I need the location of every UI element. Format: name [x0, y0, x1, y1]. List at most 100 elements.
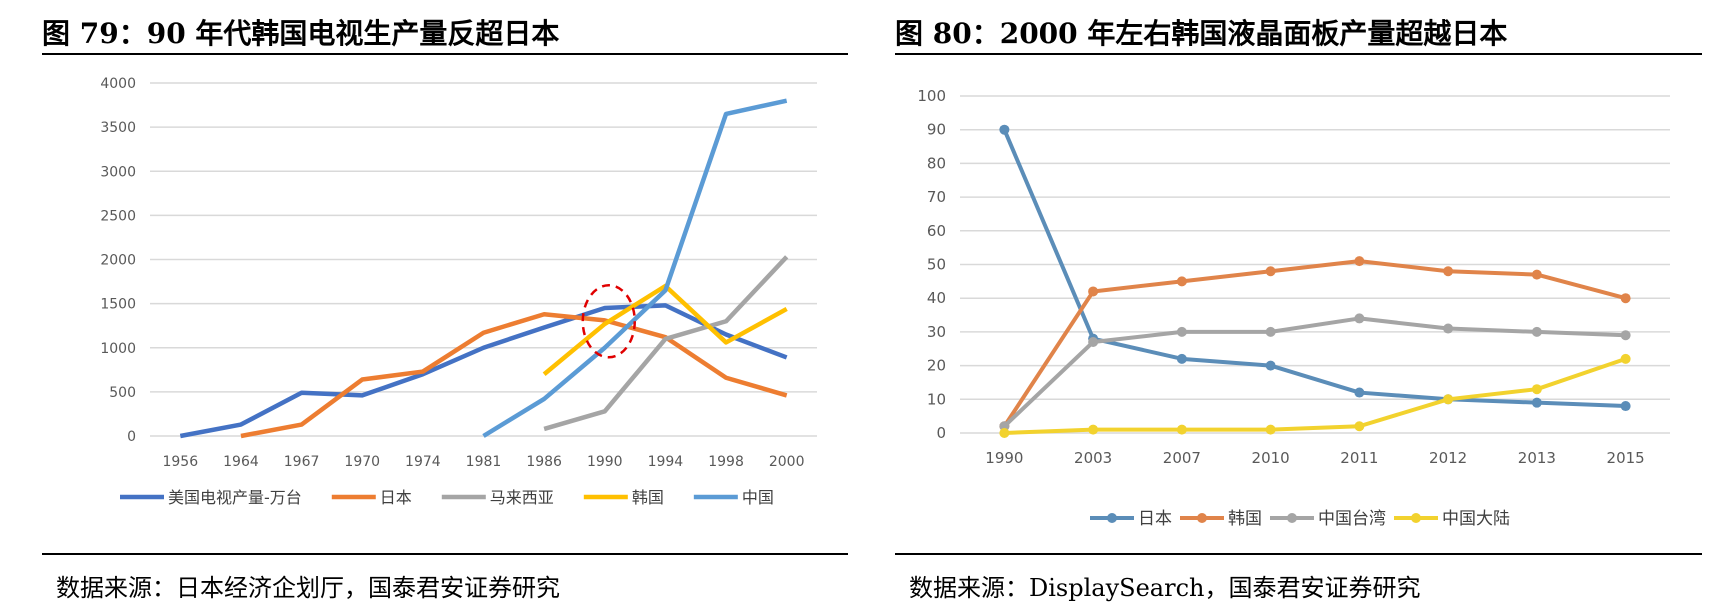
legend-label: 中国 [742, 488, 774, 507]
data-point [1531, 397, 1542, 408]
x-tick-label: 2015 [1607, 449, 1645, 467]
annotation-circle [581, 284, 637, 359]
y-tick-label: 80 [927, 154, 946, 172]
legend-label: 中国大陆 [1442, 509, 1510, 529]
legend-label: 美国电视产量-万台 [168, 488, 302, 507]
data-point [1265, 424, 1276, 435]
data-point [1265, 326, 1276, 337]
data-point [999, 124, 1010, 135]
legend-marker [1197, 513, 1207, 523]
data-point [1620, 401, 1631, 412]
y-tick-label: 3500 [100, 120, 136, 136]
data-point [1531, 269, 1542, 280]
y-tick-label: 0 [127, 429, 136, 445]
y-tick-label: 90 [927, 121, 946, 139]
source-note: 数据来源：日本经济企划厅，国泰君安证券研究 [56, 574, 560, 602]
x-tick-label: 1994 [648, 454, 684, 470]
chart-title: 图 79：90 年代韩国电视生产量反超日本 [42, 17, 560, 50]
y-tick-label: 100 [917, 87, 946, 105]
series-line [1004, 356, 1627, 435]
chart-80: 0 10 20 30 40 50 60 70 80 90 100 1990 2003 2007 2010 20… [917, 87, 1670, 529]
y-tick-label: 40 [927, 289, 946, 307]
divider [42, 553, 848, 555]
data-point [1088, 286, 1099, 297]
x-tick-label: 1981 [466, 454, 502, 470]
y-tick-label: 0 [936, 424, 946, 442]
data-point [1531, 326, 1542, 337]
y-tick-label: 1500 [100, 297, 136, 313]
x-tick-label: 1986 [526, 454, 562, 470]
legend-label: 马来西亚 [490, 488, 554, 507]
divider [895, 53, 1702, 55]
divider [42, 53, 848, 55]
y-tick-label: 3000 [100, 164, 136, 180]
data-point [1620, 293, 1631, 304]
x-tick-label: 2011 [1340, 449, 1378, 467]
legend-marker [1107, 513, 1117, 523]
series-line [543, 255, 789, 432]
x-tick-label: 2003 [1074, 449, 1112, 467]
data-point [1354, 256, 1365, 267]
y-tick-label: 20 [927, 357, 946, 375]
x-tick-label: 1998 [708, 454, 744, 470]
y-tick-label: 4000 [100, 76, 136, 92]
data-point [1176, 353, 1187, 364]
chart-title: 图 80：2000 年左右韩国液晶面板产量超越日本 [895, 17, 1508, 50]
legend-label: 韩国 [1228, 509, 1262, 529]
data-point [1265, 360, 1276, 371]
x-tick-label: 1964 [223, 454, 259, 470]
legend-label: 中国台湾 [1318, 509, 1386, 529]
chart-79: 0 500 1000 1500 2000 2500 3000 3500 4000 1956 1964… [100, 76, 817, 507]
series-line [1002, 316, 1626, 428]
data-point [1531, 384, 1542, 395]
data-point [1354, 313, 1365, 324]
y-tick-label: 2000 [100, 253, 136, 269]
y-tick-label: 50 [927, 256, 946, 274]
data-point [1443, 323, 1454, 334]
data-point [1088, 337, 1099, 348]
x-tick-label: 1956 [162, 454, 198, 470]
legend-marker [1287, 513, 1297, 523]
y-tick-label: 1000 [100, 341, 136, 357]
x-tick-label: 1990 [985, 449, 1023, 467]
data-point [1265, 266, 1276, 277]
data-point [1443, 394, 1454, 405]
y-tick-label: 2500 [100, 208, 136, 224]
x-tick-label: 1974 [405, 454, 441, 470]
series-line [179, 303, 788, 439]
data-point [1176, 424, 1187, 435]
legend-label: 日本 [1138, 509, 1172, 529]
data-point [1620, 353, 1631, 364]
x-tick-label: 2007 [1163, 449, 1201, 467]
y-tick-label: 500 [109, 385, 136, 401]
y-tick-label: 70 [927, 188, 946, 206]
legend-label: 日本 [380, 488, 412, 507]
series-line [542, 283, 788, 376]
x-tick-label: 2010 [1252, 449, 1290, 467]
x-tick-label: 2012 [1429, 449, 1467, 467]
divider [895, 553, 1702, 555]
data-point [1176, 276, 1187, 287]
data-point [1354, 387, 1365, 398]
source-note: 数据来源：DisplaySearch，国泰君安证券研究 [909, 574, 1421, 602]
y-tick-label: 60 [927, 222, 946, 240]
series-line [1002, 259, 1627, 428]
series-line [240, 311, 788, 439]
x-tick-label: 2013 [1518, 449, 1556, 467]
x-tick-label: 1990 [587, 454, 623, 470]
legend-marker [1411, 513, 1421, 523]
figure-79: 图 79：90 年代韩国电视生产量反超日本 0 500 1000 1500 2000 25… [42, 0, 848, 602]
series-line [482, 98, 788, 438]
data-point [1620, 330, 1631, 341]
data-point [999, 428, 1010, 438]
data-point [1354, 421, 1365, 432]
y-tick-label: 30 [927, 323, 946, 341]
x-tick-label: 2000 [769, 454, 805, 470]
x-tick-label: 1967 [284, 454, 320, 470]
data-point [1443, 266, 1454, 277]
x-tick-label: 1970 [344, 454, 380, 470]
y-tick-label: 10 [927, 390, 946, 408]
figure-80: 图 80：2000 年左右韩国液晶面板产量超越日本 0 10 20 30 40 50 60 7… [895, 0, 1702, 602]
legend-label: 韩国 [632, 488, 664, 507]
data-point [1088, 424, 1099, 435]
